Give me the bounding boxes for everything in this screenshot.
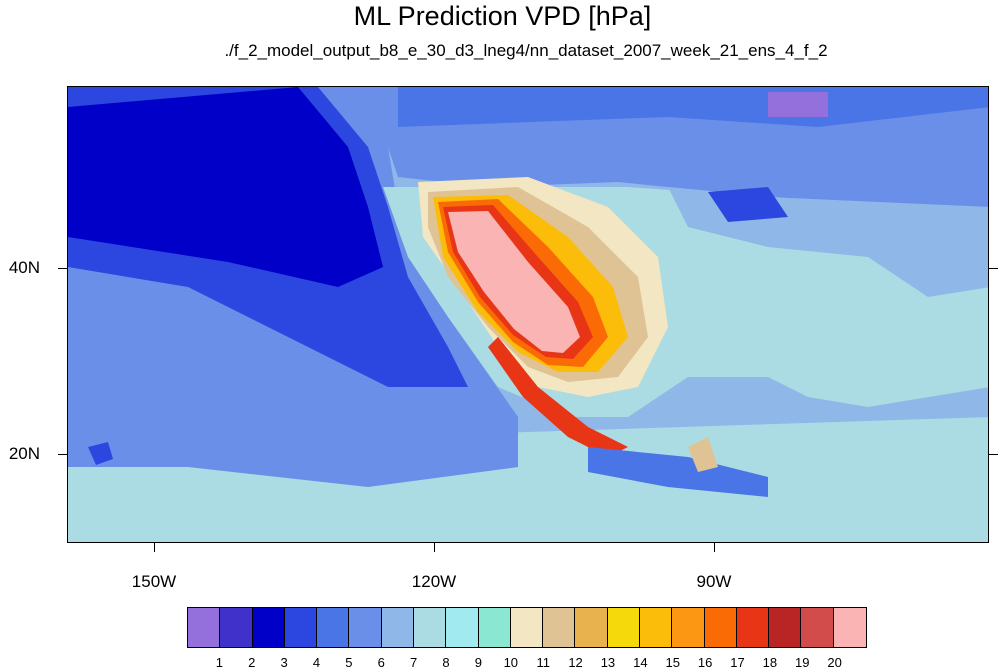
xlabel-150w: 150W	[131, 572, 177, 591]
colorbar-swatch	[801, 608, 834, 647]
colorbar-label: 15	[665, 655, 680, 670]
ylabel-20n: 20N	[8, 444, 40, 463]
colorbar-label: 18	[762, 655, 778, 670]
colorbar-swatch	[220, 608, 253, 647]
colorbar-label: 12	[568, 655, 583, 670]
colorbar-swatch	[284, 608, 318, 647]
colorbar-swatch	[736, 608, 770, 647]
colorbar-swatch	[381, 608, 414, 647]
baja-hot-strip	[488, 337, 628, 457]
xtick-90w	[714, 543, 715, 552]
colorbar-label: 5	[345, 655, 353, 670]
colorbar-swatch	[510, 608, 544, 647]
colorbar-swatch	[704, 608, 737, 647]
colorbar-label: 11	[536, 655, 550, 670]
vpd-map-canvas	[68, 87, 988, 542]
xlabel-90w: 90W	[696, 572, 732, 591]
ytick-40n-right	[989, 268, 998, 269]
chart-title: ML Prediction VPD [hPa]	[353, 1, 652, 31]
colorbar-label: 14	[633, 655, 648, 670]
central-america-cool	[588, 447, 768, 497]
colorbar-swatch	[672, 608, 705, 647]
xtick-120w	[434, 543, 435, 552]
caribbean-warm-patch	[688, 437, 718, 472]
colorbar-label: 17	[730, 655, 745, 670]
colorbar-swatch	[833, 608, 866, 647]
colorbar-swatch	[543, 608, 576, 647]
high-lat-patch	[768, 92, 828, 117]
xtick-150w	[154, 543, 155, 552]
colorbar-swatch	[252, 608, 285, 647]
colorbar-label: 19	[795, 655, 810, 670]
colorbar-label: 6	[377, 655, 385, 670]
arid-hot-core	[448, 211, 580, 353]
colorbar-label: 13	[600, 655, 616, 670]
colorbar-swatch	[188, 608, 221, 647]
colorbar-label: 4	[312, 655, 321, 670]
colorbar-label: 10	[503, 655, 519, 670]
hawaii-islands	[88, 442, 113, 465]
colorbar-swatch	[349, 608, 382, 647]
vpd-map	[67, 86, 989, 543]
colorbar-swatch	[769, 608, 802, 647]
colorbar-swatch	[575, 608, 608, 647]
colorbar-label: 8	[442, 655, 450, 670]
colorbar-label: 16	[697, 655, 713, 670]
colorbar	[187, 607, 867, 648]
colorbar-swatch	[607, 608, 640, 647]
colorbar-swatch	[446, 608, 479, 647]
ytick-20n	[58, 454, 67, 455]
colorbar-label: 20	[827, 655, 842, 670]
ytick-20n-right	[989, 454, 998, 455]
colorbar-swatch	[639, 608, 673, 647]
great-lakes-region	[708, 187, 788, 222]
ylabel-40n: 40N	[8, 258, 40, 277]
ocean-deepest-pacific	[68, 87, 383, 287]
xlabel-120w: 120W	[411, 572, 457, 591]
chart-subtitle: ./f_2_model_output_b8_e_30_d3_lneg4/nn_d…	[224, 41, 828, 60]
ytick-40n	[58, 268, 67, 269]
colorbar-swatch	[317, 608, 350, 647]
colorbar-label: 2	[248, 655, 256, 670]
colorbar-swatch	[478, 608, 511, 647]
colorbar-label: 1	[215, 655, 223, 670]
colorbar-label: 3	[280, 655, 288, 670]
north-arctic-band	[398, 87, 988, 127]
colorbar-swatch	[413, 608, 447, 647]
colorbar-label: 7	[410, 655, 418, 670]
colorbar-label: 9	[474, 655, 483, 670]
